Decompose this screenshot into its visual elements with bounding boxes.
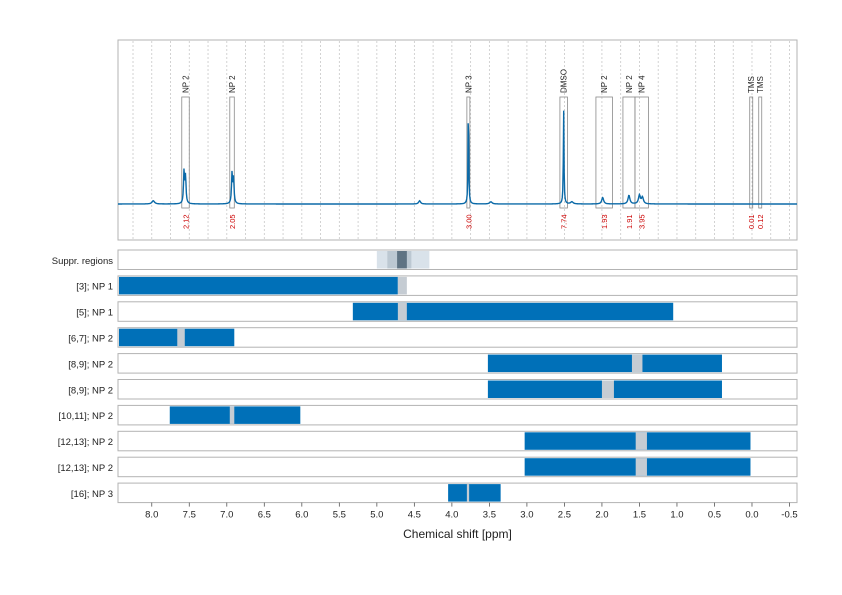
bar-gap bbox=[397, 302, 407, 321]
row-label: [8,9]; NP 2 bbox=[68, 359, 113, 370]
x-tick-label: 4.5 bbox=[408, 510, 421, 521]
suppression-band bbox=[397, 251, 407, 269]
bar-gap bbox=[635, 432, 647, 450]
grid-lines bbox=[132, 41, 790, 239]
annotation-label: NP 2 bbox=[182, 75, 191, 93]
annotation-label: NP 4 bbox=[638, 75, 647, 93]
bar-gap bbox=[229, 406, 235, 424]
x-tick-label: 0.0 bbox=[745, 510, 758, 521]
x-tick-label: 7.0 bbox=[220, 510, 233, 521]
integral-label: 7.74 bbox=[560, 214, 569, 229]
annotation-box bbox=[758, 96, 763, 209]
x-tick-label: 8.0 bbox=[145, 510, 158, 521]
row-frame bbox=[117, 249, 798, 270]
integral-label: 3.00 bbox=[464, 214, 473, 229]
x-tick-label: 4.0 bbox=[445, 510, 458, 521]
assignment-bar bbox=[448, 484, 501, 502]
bar-gap bbox=[466, 484, 470, 502]
bar-gap bbox=[177, 328, 185, 347]
assignment-bar bbox=[487, 354, 722, 373]
spectrum-panel: NP 2 2.12 NP 2 2.05 NP 3 3.00 DMSO 7.74 NP 2 1.93… bbox=[117, 39, 798, 241]
x-tick-label: 2.0 bbox=[595, 510, 608, 521]
row-label: [12,13]; NP 2 bbox=[58, 463, 113, 474]
integral-label: 0.01 bbox=[747, 214, 756, 229]
annotation-box bbox=[634, 96, 649, 209]
row-label: [8,9]; NP 2 bbox=[68, 385, 113, 396]
bar-gap bbox=[601, 380, 614, 398]
row-label: [16]; NP 3 bbox=[71, 489, 113, 500]
integral-label: 1.93 bbox=[600, 214, 609, 229]
assignment-bar bbox=[119, 328, 235, 347]
spectrum-frame bbox=[117, 39, 798, 241]
row-label: [10,11]; NP 2 bbox=[58, 411, 113, 422]
peak-annotations: NP 2 2.12 NP 2 2.05 NP 3 3.00 DMSO 7.74 NP 2 1.93… bbox=[181, 69, 765, 229]
row-label: [12,13]; NP 2 bbox=[58, 437, 113, 448]
x-tick-label: 5.0 bbox=[370, 510, 383, 521]
row-label: [6,7]; NP 2 bbox=[68, 333, 113, 344]
annotation-box bbox=[749, 96, 754, 209]
annotation-box bbox=[466, 96, 471, 209]
assignment-rows: Suppr. regions [3]; NP 1 [5]; NP 1 [6,7]; N… bbox=[52, 249, 798, 504]
annotation-box bbox=[229, 96, 235, 209]
x-tick-label: 6.0 bbox=[295, 510, 308, 521]
annotation-box bbox=[181, 96, 190, 209]
spectrum-line bbox=[118, 110, 797, 205]
x-tick-label: 2.5 bbox=[558, 510, 571, 521]
x-tick-label: 3.5 bbox=[483, 510, 496, 521]
annotation-label: TMS bbox=[747, 76, 756, 93]
annotation-label: NP 2 bbox=[625, 75, 634, 93]
x-tick-label: 6.5 bbox=[258, 510, 271, 521]
x-tick-label: 5.5 bbox=[333, 510, 346, 521]
x-tick-label: -0.5 bbox=[781, 510, 797, 521]
assignment-bar bbox=[169, 406, 301, 424]
bar-gap bbox=[635, 458, 647, 476]
x-axis-label: Chemical shift [ppm] bbox=[403, 527, 512, 541]
x-tick-label: 0.5 bbox=[708, 510, 721, 521]
annotation-label: NP 3 bbox=[464, 75, 473, 93]
bar-gap bbox=[397, 276, 407, 295]
row-label: Suppr. regions bbox=[52, 256, 114, 267]
x-tick-label: 7.5 bbox=[183, 510, 196, 521]
row-label: [3]; NP 1 bbox=[76, 282, 113, 293]
x-axis: 8.0 7.5 7.0 6.5 6.0 5.5 5.0 4.5 4.0 3.5 3.0 2.5 2.0 1… bbox=[145, 502, 798, 521]
integral-label: 0.12 bbox=[756, 214, 765, 229]
assignment-bar bbox=[119, 276, 398, 295]
x-tick-label: 3.0 bbox=[520, 510, 533, 521]
integral-label: 2.12 bbox=[182, 214, 191, 229]
integral-label: 2.05 bbox=[228, 214, 237, 229]
x-tick-label: 1.0 bbox=[670, 510, 683, 521]
x-tick-label: 1.5 bbox=[633, 510, 646, 521]
row-frame bbox=[117, 327, 798, 348]
annotation-label: NP 2 bbox=[600, 75, 609, 93]
annotation-label: TMS bbox=[756, 76, 765, 93]
assignment-bar bbox=[352, 302, 674, 321]
integral-label: 3.95 bbox=[638, 214, 647, 229]
integral-label: 1.91 bbox=[625, 214, 634, 229]
annotation-box bbox=[595, 96, 613, 209]
bar-gap bbox=[631, 354, 643, 373]
annotation-label: DMSO bbox=[560, 69, 569, 93]
annotation-box bbox=[559, 96, 568, 209]
annotation-label: NP 2 bbox=[228, 75, 237, 93]
row-label: [5]; NP 1 bbox=[76, 308, 113, 319]
